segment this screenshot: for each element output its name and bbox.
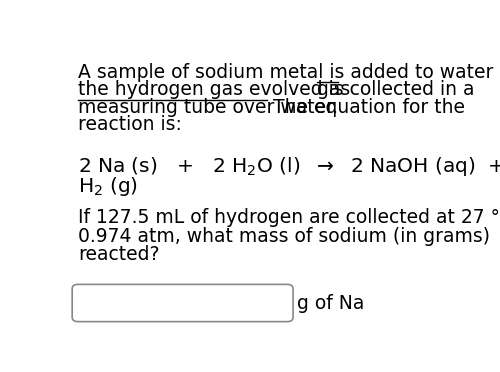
Text: reaction is:: reaction is: [78,115,182,134]
Text: H$_2$ (g): H$_2$ (g) [78,175,138,198]
Text: If 127.5 mL of hydrogen are collected at 27 °C and: If 127.5 mL of hydrogen are collected at… [78,208,500,227]
Text: 2 Na (s)   +   2 H$_2$O (l)  $\rightarrow$  2 NaOH (aq)  +: 2 Na (s) + 2 H$_2$O (l) $\rightarrow$ 2 … [78,155,500,178]
Text: A sample of sodium metal is added to water and: A sample of sodium metal is added to wat… [78,63,500,82]
Text: measuring tube over water.: measuring tube over water. [78,97,338,117]
Text: The equation for the: The equation for the [267,97,465,117]
Text: gas: gas [318,80,350,99]
Text: g of Na: g of Na [297,294,364,312]
Text: reacted?: reacted? [78,245,160,264]
Text: the hydrogen gas evolved is collected in a: the hydrogen gas evolved is collected in… [78,80,480,99]
FancyBboxPatch shape [72,284,293,322]
Text: 0.974 atm, what mass of sodium (in grams): 0.974 atm, what mass of sodium (in grams… [78,227,490,246]
